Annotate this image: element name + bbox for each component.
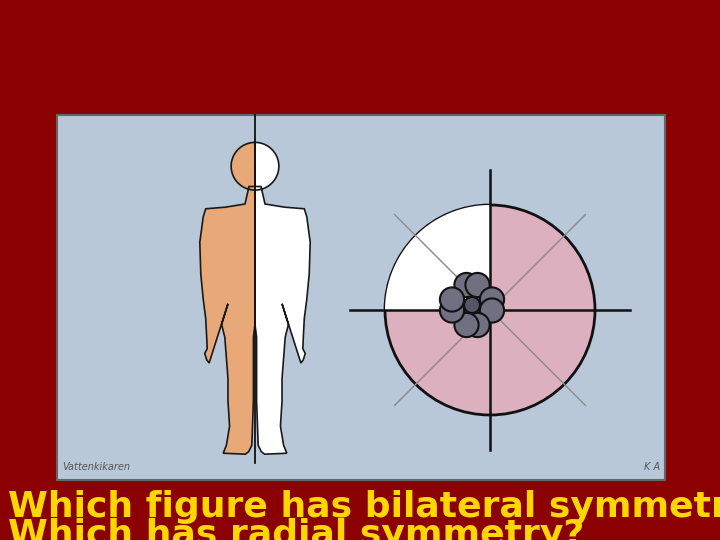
Circle shape: [465, 273, 490, 297]
Circle shape: [454, 313, 479, 337]
Bar: [57, 115, 665, 480]
Polygon shape: [255, 143, 310, 454]
Polygon shape: [199, 143, 255, 454]
Text: Vattenkikaren: Vattenkikaren: [62, 462, 130, 472]
Circle shape: [454, 273, 479, 297]
Circle shape: [440, 287, 464, 312]
Polygon shape: [385, 205, 490, 310]
Circle shape: [440, 299, 464, 322]
Circle shape: [464, 297, 480, 313]
Circle shape: [480, 299, 504, 322]
Text: Which figure has bilateral symmetry?: Which figure has bilateral symmetry?: [8, 490, 720, 524]
Text: Which has radial symmetry?: Which has radial symmetry?: [8, 518, 585, 540]
Text: K A: K A: [644, 462, 660, 472]
Circle shape: [385, 205, 595, 415]
Circle shape: [480, 287, 504, 312]
Circle shape: [465, 313, 490, 337]
